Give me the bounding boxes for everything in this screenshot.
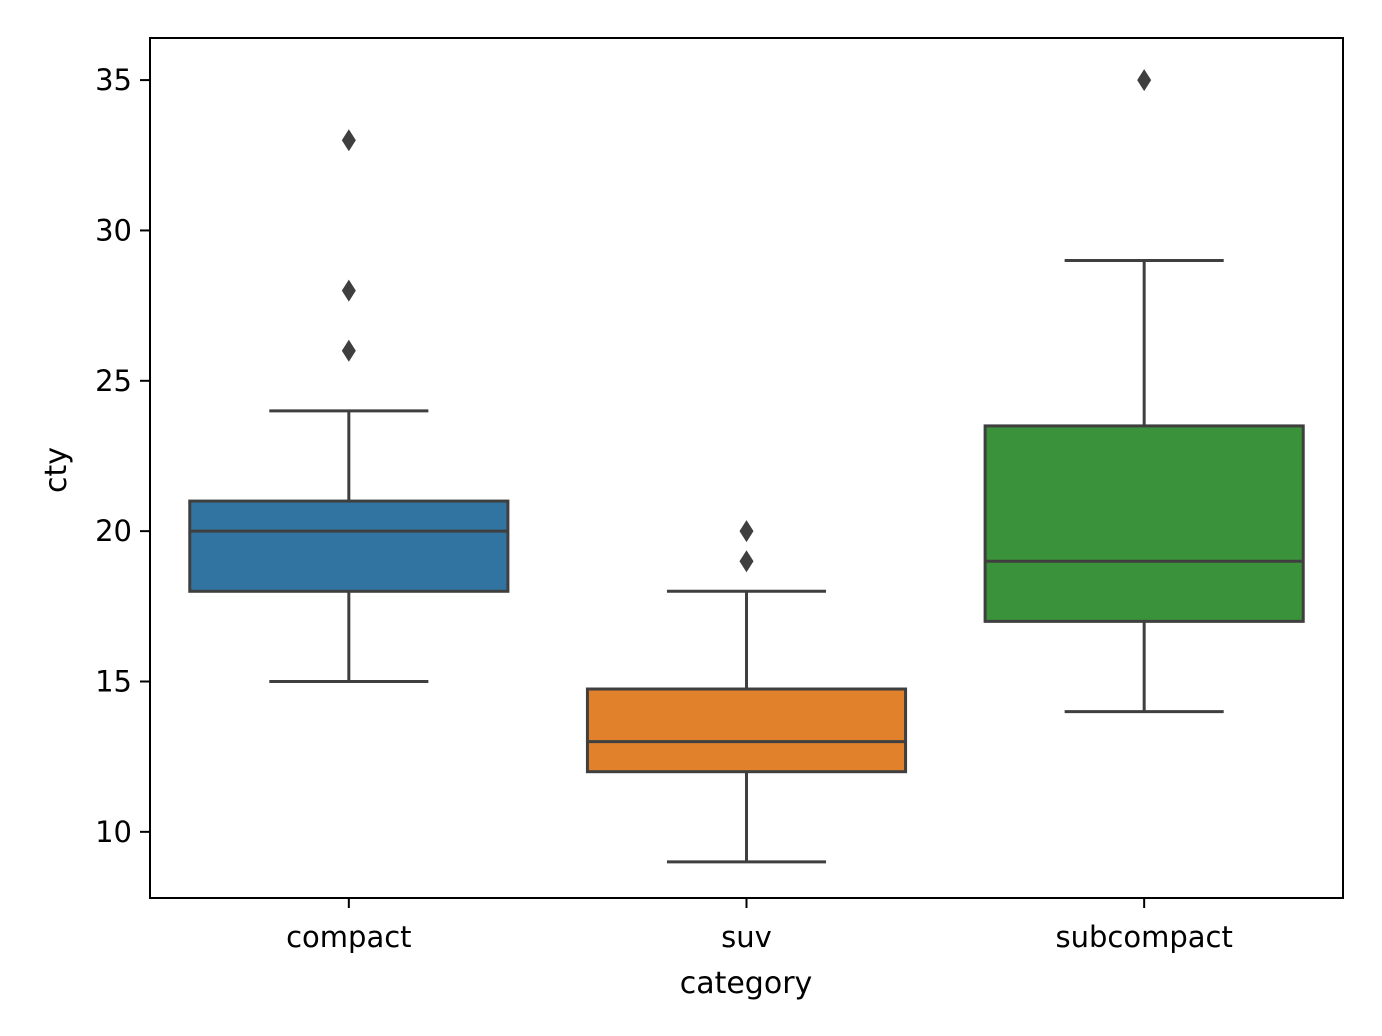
x-axis: compact suv subcompact bbox=[286, 898, 1233, 954]
x-tick-label-suv: suv bbox=[721, 920, 772, 954]
outlier-compact-0 bbox=[341, 339, 356, 362]
y-tick-label-30: 30 bbox=[95, 213, 132, 247]
outlier-suv-0 bbox=[739, 550, 754, 573]
outlier-subcompact-0 bbox=[1137, 69, 1152, 92]
box-suv bbox=[585, 687, 908, 774]
outlier-suv-1 bbox=[739, 520, 754, 543]
box-group-suv bbox=[585, 520, 908, 864]
box-subcompact bbox=[983, 424, 1305, 623]
y-axis: 10 15 20 25 30 35 bbox=[95, 63, 150, 849]
y-tick-label-15: 15 bbox=[95, 664, 132, 698]
y-axis-label: cty bbox=[39, 447, 74, 493]
box-compact bbox=[188, 499, 510, 593]
x-tick-label-subcompact: subcompact bbox=[1056, 920, 1233, 954]
box-group-subcompact bbox=[983, 69, 1305, 714]
y-tick-label-10: 10 bbox=[95, 815, 132, 849]
x-axis-label: category bbox=[680, 966, 813, 1001]
outlier-compact-1 bbox=[341, 279, 356, 302]
y-tick-label-25: 25 bbox=[95, 364, 132, 398]
outlier-compact-2 bbox=[341, 129, 356, 152]
y-tick-label-35: 35 bbox=[95, 63, 132, 97]
box-group-compact bbox=[188, 129, 510, 683]
x-tick-label-compact: compact bbox=[286, 920, 411, 954]
plot-content bbox=[188, 69, 1305, 864]
y-tick-label-20: 20 bbox=[95, 514, 132, 548]
